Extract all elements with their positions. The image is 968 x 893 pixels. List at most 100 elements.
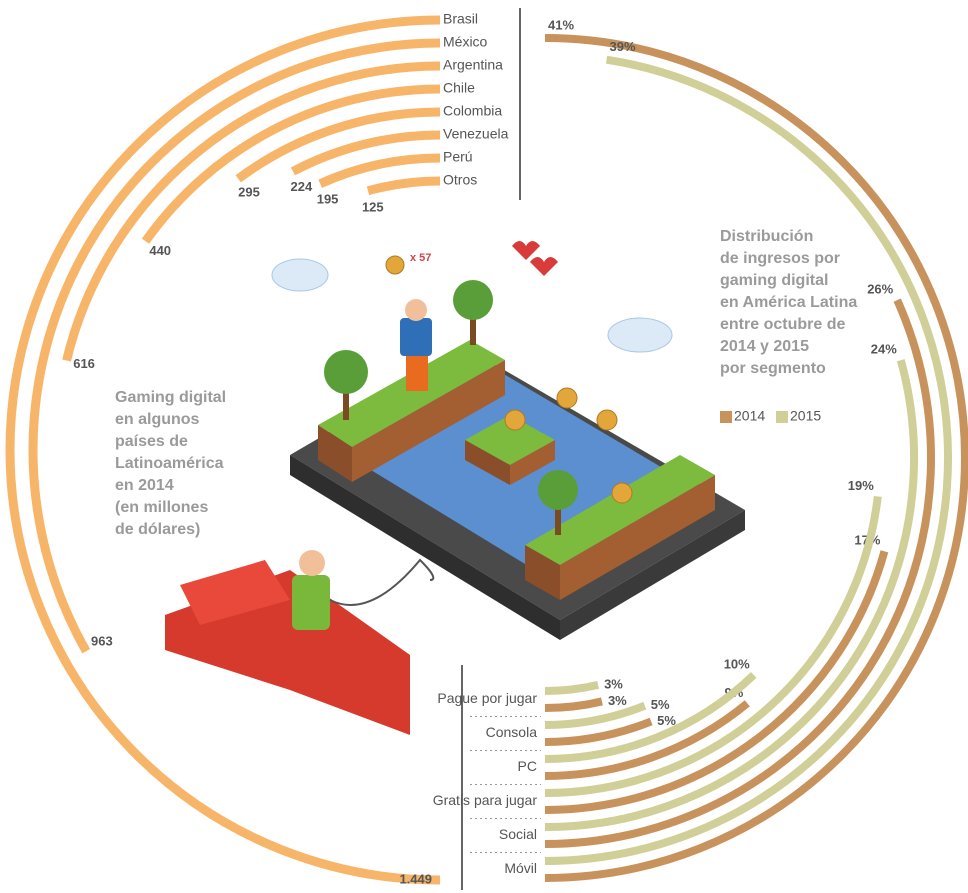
floating-block (510, 440, 555, 485)
chart-title: 2014 y 2015 (720, 338, 809, 355)
radial-bar (544, 680, 600, 695)
value-label: 1.449 (399, 871, 432, 886)
radial-bar (5, 15, 441, 885)
chart-title: Latinoamérica (115, 455, 224, 472)
radial-bar (318, 153, 441, 188)
value-label: 224 (291, 179, 313, 194)
value-label: 125 (362, 200, 384, 215)
category-label: Móvil (504, 860, 537, 876)
illustration: x 57 (165, 241, 745, 735)
category-label: Consola (486, 724, 538, 740)
category-label: Social (499, 826, 537, 842)
platform (318, 425, 352, 482)
platform (525, 455, 715, 565)
chart-title: de ingresos por (720, 250, 840, 267)
radial-bar (366, 176, 441, 196)
value-label: 5% (657, 713, 676, 728)
legend-label: 2014 (734, 408, 765, 424)
tree (453, 280, 493, 320)
legend-label: 2015 (790, 408, 821, 424)
value-label: 10% (724, 656, 750, 671)
value-label: 3% (604, 676, 623, 691)
phone-edge (290, 455, 560, 640)
character-head (405, 299, 427, 321)
radial-bar (544, 495, 882, 797)
player-head (299, 550, 325, 576)
category-label: PC (518, 758, 537, 774)
platform (318, 340, 505, 447)
category-label: Gratis para jugar (433, 792, 538, 808)
radial-bar (544, 55, 952, 865)
chart-title: Gaming digital (115, 389, 226, 406)
category-label: Venezuela (443, 126, 509, 142)
chart-title: (en millones (115, 499, 208, 516)
value-label: 26% (867, 282, 893, 297)
value-label: 963 (91, 634, 113, 649)
couch-back (180, 560, 290, 625)
legend-swatch (776, 411, 788, 423)
radial-bar (28, 38, 441, 654)
radial-bar (544, 359, 918, 831)
radial-bar (544, 697, 603, 712)
tree (324, 350, 368, 394)
platform (352, 360, 505, 482)
radial-bar (544, 550, 889, 814)
category-label: Otros (443, 172, 477, 188)
value-label: 5% (651, 697, 670, 712)
legend-swatch (720, 411, 732, 423)
radial-bar (290, 130, 441, 176)
coin (504, 409, 526, 431)
chart-title: por segmento (720, 360, 826, 377)
coin (556, 387, 578, 409)
tree-trunk (343, 375, 349, 420)
category-label: Pague por jugar (437, 690, 537, 706)
chart-title: de dólares) (115, 521, 200, 538)
category-label: Perú (443, 149, 473, 165)
coin (611, 482, 633, 504)
platform (525, 545, 560, 600)
chart-title: Distribución (720, 228, 813, 245)
tree (538, 470, 578, 510)
chart-title: gaming digital (720, 272, 828, 289)
value-label: 440 (149, 243, 171, 258)
coin-label: x 57 (410, 252, 431, 264)
chart-title: en América Latina (720, 294, 857, 311)
value-label: 19% (848, 478, 874, 493)
floating-block (465, 440, 510, 485)
chart-title: en 2014 (115, 477, 174, 494)
value-label: 3% (608, 693, 627, 708)
heart (530, 257, 558, 276)
character-legs (406, 356, 428, 391)
radial-bar (544, 34, 968, 882)
value-label: 616 (73, 356, 95, 371)
character (400, 318, 432, 356)
category-label: Brasil (443, 11, 478, 27)
category-label: Colombia (443, 103, 502, 119)
category-label: Argentina (443, 57, 503, 73)
value-label: 195 (317, 192, 339, 207)
radial-bar (235, 107, 441, 183)
radial-bar (544, 717, 653, 746)
coin (596, 409, 618, 431)
value-label: 39% (610, 39, 636, 54)
radial-bar (544, 671, 757, 763)
player (292, 575, 330, 630)
coin (385, 255, 405, 275)
tree-trunk (555, 495, 561, 535)
platform (560, 475, 715, 600)
value-label: 41% (548, 17, 574, 32)
radial-bar (141, 84, 441, 244)
cloud (607, 317, 673, 353)
chart-title: países de (115, 433, 188, 450)
value-label: 24% (871, 342, 897, 357)
radial-bar (544, 701, 647, 729)
category-label: Chile (443, 80, 475, 96)
value-label: 295 (238, 185, 260, 200)
radial-bar (544, 700, 750, 780)
chart-title: entre octubre de (720, 316, 845, 333)
chart-title: en algunos (115, 411, 200, 428)
heart (512, 241, 540, 260)
phone-edge (560, 510, 745, 640)
radial-bar (62, 61, 441, 362)
